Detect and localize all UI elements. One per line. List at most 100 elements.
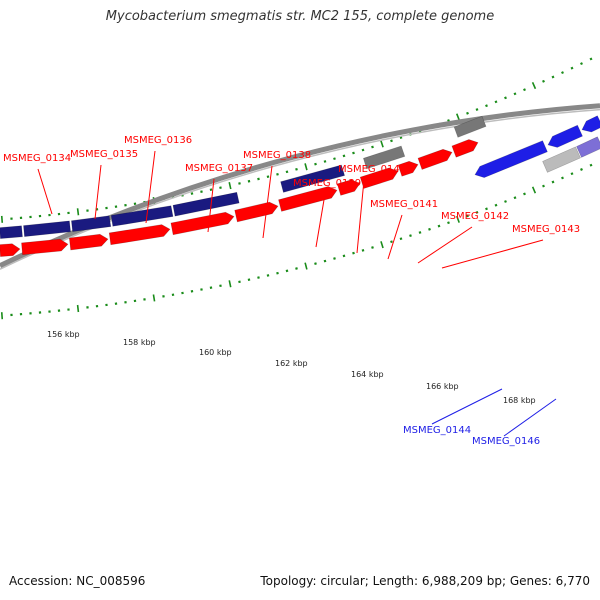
inner-tick bbox=[570, 172, 574, 176]
inner-tick bbox=[228, 280, 232, 288]
inner-tick bbox=[76, 304, 80, 313]
scale-label: 156 kbp bbox=[47, 330, 80, 339]
inner-tick bbox=[475, 210, 479, 214]
cds-forward bbox=[397, 160, 419, 177]
outer-tick bbox=[76, 208, 80, 216]
inner-tick bbox=[152, 294, 156, 302]
inner-tick bbox=[447, 221, 450, 225]
inner-tick bbox=[580, 168, 583, 171]
callout-line bbox=[207, 178, 215, 233]
scale-label: 158 kbp bbox=[123, 338, 156, 347]
cds-forward bbox=[108, 224, 171, 246]
outer-tick bbox=[352, 151, 355, 155]
outer-tick bbox=[494, 100, 498, 104]
cds-reverse bbox=[474, 140, 548, 178]
inner-tick bbox=[551, 180, 555, 184]
gene-label-forward: MSMEG_0135 bbox=[70, 149, 138, 160]
callout-line bbox=[94, 164, 102, 220]
cds-forward-dark bbox=[0, 225, 23, 239]
outer-tick bbox=[580, 62, 583, 66]
inner-tick bbox=[428, 227, 431, 231]
inner-tick bbox=[399, 237, 403, 241]
inner-tick bbox=[561, 176, 564, 180]
inner-tick bbox=[361, 249, 365, 252]
gene-label-forward: MSMEG_0143 bbox=[512, 224, 580, 235]
cds-reverse bbox=[547, 124, 583, 148]
outer-tick bbox=[228, 182, 232, 190]
inner-tick bbox=[513, 196, 517, 200]
inner-tick bbox=[466, 214, 469, 218]
gene-label-forward: MSMEG_0137 bbox=[185, 163, 253, 174]
scale-label: 160 kbp bbox=[199, 348, 232, 357]
gene-label-reverse: MSMEG_0144 bbox=[403, 425, 471, 436]
outer-tick bbox=[531, 82, 537, 90]
topology-stats: Topology: circular; Length: 6,988,209 bp… bbox=[260, 574, 590, 588]
cds-forward bbox=[278, 186, 338, 212]
outer-tick bbox=[0, 215, 4, 223]
cds-forward-dark bbox=[110, 205, 174, 227]
callout-line bbox=[262, 165, 273, 239]
cds-forward-dark bbox=[71, 215, 112, 232]
inner-tick bbox=[589, 163, 593, 167]
cds-forward bbox=[170, 211, 235, 236]
outer-tick bbox=[323, 160, 327, 163]
outer-tick bbox=[390, 139, 393, 143]
outer-tick bbox=[276, 172, 279, 176]
inner-tick bbox=[418, 231, 422, 234]
callout-line bbox=[145, 150, 156, 224]
outer-tick bbox=[247, 179, 251, 183]
outer-tick bbox=[475, 108, 479, 111]
backbone-arc bbox=[0, 103, 600, 268]
inner-tick-ring bbox=[0, 163, 593, 320]
cds-forward bbox=[417, 148, 453, 170]
outer-tick bbox=[570, 66, 574, 70]
cds-forward bbox=[336, 179, 361, 196]
outer-tick bbox=[561, 71, 564, 75]
cds-forward bbox=[68, 233, 109, 251]
outer-tick bbox=[380, 140, 384, 148]
callout-line bbox=[503, 398, 557, 437]
inner-tick bbox=[456, 215, 460, 223]
inner-tick bbox=[285, 269, 289, 273]
outer-tick bbox=[361, 148, 365, 152]
scale-label: 166 kbp bbox=[426, 382, 459, 391]
callout-line bbox=[315, 193, 326, 248]
cds-forward bbox=[234, 201, 279, 223]
callout-line bbox=[431, 388, 503, 425]
gene-label-forward: MSMEG_0142 bbox=[441, 211, 509, 222]
cds-reverse bbox=[581, 115, 600, 133]
outer-tick bbox=[466, 111, 469, 115]
other-feature bbox=[542, 146, 581, 173]
inner-tick bbox=[380, 241, 384, 249]
outer-tick bbox=[485, 104, 488, 108]
outer-tick bbox=[504, 96, 507, 100]
inner-tick bbox=[542, 184, 545, 188]
gene-label-reverse: MSMEG_0146 bbox=[472, 436, 540, 447]
backbone-highlight bbox=[0, 108, 600, 270]
outer-tick bbox=[285, 170, 289, 174]
outer-tick bbox=[333, 157, 336, 161]
outer-tick bbox=[314, 162, 317, 166]
inner-tick bbox=[390, 240, 393, 244]
cds-forward bbox=[21, 238, 69, 256]
inner-tick bbox=[437, 224, 441, 228]
outer-tick bbox=[266, 175, 270, 179]
cds-forward-dark bbox=[23, 220, 71, 237]
outer-tick bbox=[542, 79, 545, 83]
inner-tick bbox=[295, 267, 298, 270]
outer-tick bbox=[513, 92, 517, 96]
other-feature bbox=[453, 115, 487, 138]
outer-tick bbox=[371, 145, 374, 149]
inner-tick bbox=[409, 234, 412, 238]
scale-label: 164 kbp bbox=[351, 370, 384, 379]
other-feature bbox=[363, 145, 406, 170]
inner-tick bbox=[314, 262, 317, 265]
cds-reverse-light bbox=[576, 136, 600, 158]
inner-tick bbox=[333, 257, 336, 260]
cds-forward bbox=[0, 243, 21, 257]
gene-label-forward: MSMEG_0141 bbox=[370, 199, 438, 210]
inner-tick bbox=[494, 203, 498, 207]
gene-label-forward: MSMEG_0140 bbox=[338, 164, 406, 175]
outer-tick bbox=[589, 57, 593, 61]
